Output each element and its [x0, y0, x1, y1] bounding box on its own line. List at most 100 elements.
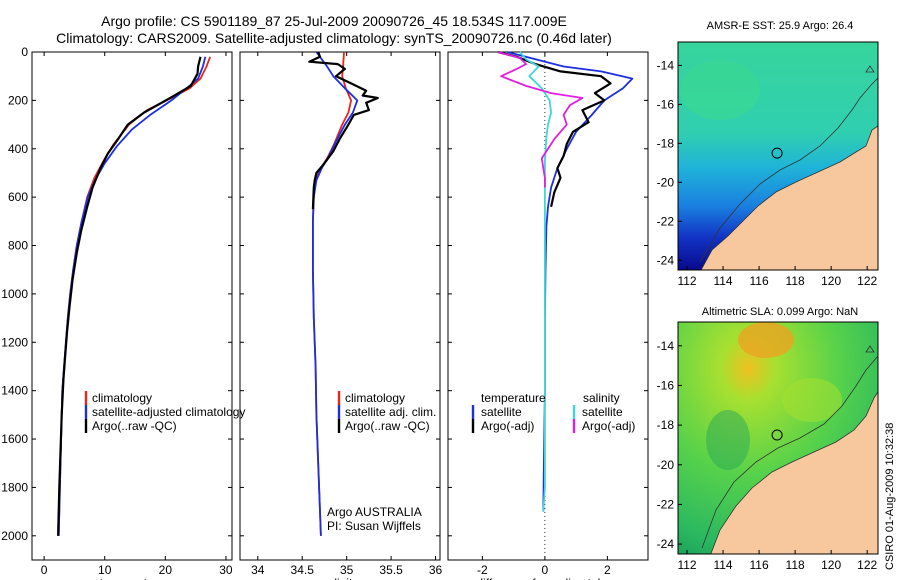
series-argo-adj-salinity: [497, 51, 584, 188]
map-x-tick-label: 114: [713, 558, 732, 572]
map-y-tick-label: -14: [657, 339, 675, 353]
argo-australia-label: Argo AUSTRALIA: [327, 505, 422, 519]
legend-label-diff-sal-argo: Argo(-adj): [582, 419, 635, 433]
sst-map-frame: [677, 41, 879, 271]
map-x-tick-label: 112: [677, 558, 696, 572]
y-tick-label: 1000: [1, 287, 28, 301]
y-tick-label: 800: [8, 239, 28, 253]
sst-island-icon: [865, 65, 875, 73]
x-tick-label: -2: [477, 563, 488, 577]
sst-map-title: AMSR-E SST: 25.9 Argo: 26.4: [707, 20, 854, 32]
temperature-panel-xlabel: temperature: [100, 576, 165, 580]
map-y-tick-label: -22: [657, 497, 675, 511]
map-x-tick-label: 120: [821, 274, 841, 288]
y-tick-label: 400: [8, 142, 28, 156]
difference-panel-frame: [447, 51, 649, 561]
sst-coastline-land: [700, 125, 878, 270]
temperature-panel-frame: [31, 51, 233, 561]
map-x-tick-label: 114: [713, 274, 732, 288]
difference-panel: -2 0 2difference from climatology: [447, 50, 649, 580]
map-y-tick-label: -20: [657, 175, 675, 189]
sla-map-title: Altimetric SLA: 0.099 Argo: NaN: [702, 306, 859, 318]
map-y-tick-label: -16: [657, 378, 675, 392]
map-y-tick-label: -14: [657, 58, 675, 72]
x-tick-label: 10: [98, 563, 112, 577]
series-argo-raw-qc-: [57, 56, 202, 536]
legend-label-sal-argo: Argo(..raw -QC): [345, 419, 430, 433]
difference-panel-xlabel: difference from climatology: [476, 576, 619, 580]
sla-low-patch: [706, 410, 750, 470]
sst-argo-location-marker: [771, 147, 783, 159]
pi-label: PI: Susan Wijffels: [327, 519, 421, 533]
sst-warm-patch: [680, 60, 760, 120]
y-tick-label: 1400: [1, 384, 28, 398]
series-argo-raw-qc-: [308, 51, 379, 210]
sla-island-icon: [865, 345, 875, 353]
map-y-tick-label: -22: [657, 214, 675, 228]
legend-title-salinity: salinity: [583, 391, 620, 405]
x-tick-label: 30: [219, 563, 233, 577]
salinity-legend: climatology satellite adj. clim. Argo(..…: [327, 391, 436, 533]
map-x-tick-label: 118: [786, 274, 805, 288]
salinity-panel: 34 34.5 35 35.5 36 salinity: [239, 51, 443, 580]
temperature-panel: 0 10 20 30 temperature 0 200 400 600 800 1000 1200 1…: [1, 45, 233, 580]
map-x-tick-label: 118: [786, 558, 805, 572]
legend-label-sal-climatology: climatology: [345, 391, 405, 405]
legend-label-argo: Argo(..raw -QC): [92, 419, 177, 433]
map-y-tick-label: -18: [657, 418, 675, 432]
map-x-tick-label: 116: [750, 274, 769, 288]
map-x-tick-label: 112: [677, 274, 696, 288]
csiro-credit: CSIRO 01-Aug-2009 10:32:38: [884, 423, 896, 570]
legend-title-temperature: temperature: [481, 391, 546, 405]
map-y-tick-label: -24: [657, 537, 675, 551]
map-y-tick-label: -20: [657, 458, 675, 472]
x-tick-label: 34: [251, 563, 265, 577]
legend-label-diff-temp-argo: Argo(-adj): [481, 419, 534, 433]
legend-label-climatology: climatology: [92, 391, 152, 405]
x-tick-label: 20: [159, 563, 173, 577]
legend-label-diff-sal-satellite: satellite: [582, 405, 623, 419]
sla-mid-patch: [782, 378, 842, 422]
y-tick-label: 2000: [1, 529, 28, 543]
sla-coastline-land: [710, 391, 878, 554]
x-tick-label: 35.5: [379, 563, 403, 577]
x-tick-label: 0: [542, 563, 549, 577]
figure-title-line1: Argo profile: CS 5901189_87 25-Jul-2009 …: [101, 13, 567, 29]
map-x-tick-label: 122: [857, 274, 877, 288]
y-tick-label: 0: [21, 45, 28, 59]
sst-map-panel: AMSR-E SST: 25.9 Argo: 26.4 112 114 116 118…: [657, 20, 879, 288]
y-tick-label: 600: [8, 190, 28, 204]
salinity-panel-xlabel: salinity: [322, 576, 359, 580]
sla-bathymetry-contour: [701, 355, 878, 549]
y-tick-label: 1800: [1, 480, 28, 494]
y-tick-label: 1200: [1, 335, 28, 349]
x-tick-label: 35: [340, 563, 354, 577]
difference-legend: temperature salinity satellite Argo(-adj…: [471, 391, 635, 433]
sst-bathymetry-contour: [699, 77, 878, 263]
sst-map-axes: 112 114 116 118 120 122 -14 -16 -18 -20 -22 -24: [657, 58, 878, 288]
sla-high-patch: [738, 322, 794, 358]
series-argo-adj-temperature: [497, 50, 612, 208]
map-x-tick-label: 120: [821, 558, 841, 572]
x-tick-label: 2: [604, 563, 611, 577]
map-x-tick-label: 122: [857, 558, 877, 572]
map-x-tick-label: 116: [750, 558, 769, 572]
temperature-legend: climatology satellite-adjusted climatolo…: [84, 391, 245, 433]
x-tick-label: 0: [41, 563, 48, 577]
series-satellite-salinity: [519, 51, 552, 512]
y-tick-label: 200: [8, 93, 28, 107]
sla-map-panel: Altimetric SLA: 0.099 Argo: NaN 112 114 11…: [657, 306, 879, 572]
x-tick-label: 34.5: [291, 563, 315, 577]
map-y-tick-label: -24: [657, 253, 675, 267]
legend-label-diff-temp-satellite: satellite: [481, 405, 522, 419]
sla-argo-location-marker: [771, 429, 783, 441]
x-tick-label: 36: [429, 563, 443, 577]
figure-title-line2: Climatology: CARS2009. Satellite-adjuste…: [56, 30, 612, 46]
legend-label-sal-satellite: satellite adj. clim.: [345, 405, 436, 419]
legend-label-satellite-adjusted: satellite-adjusted climatology: [92, 405, 245, 419]
sla-map-frame: [677, 321, 879, 555]
sla-map-axes: 112 114 116 118 120 122 -14 -16 -18 -20 -22 -24: [657, 339, 878, 572]
map-y-tick-label: -18: [657, 136, 675, 150]
y-tick-label: 1600: [1, 432, 28, 446]
